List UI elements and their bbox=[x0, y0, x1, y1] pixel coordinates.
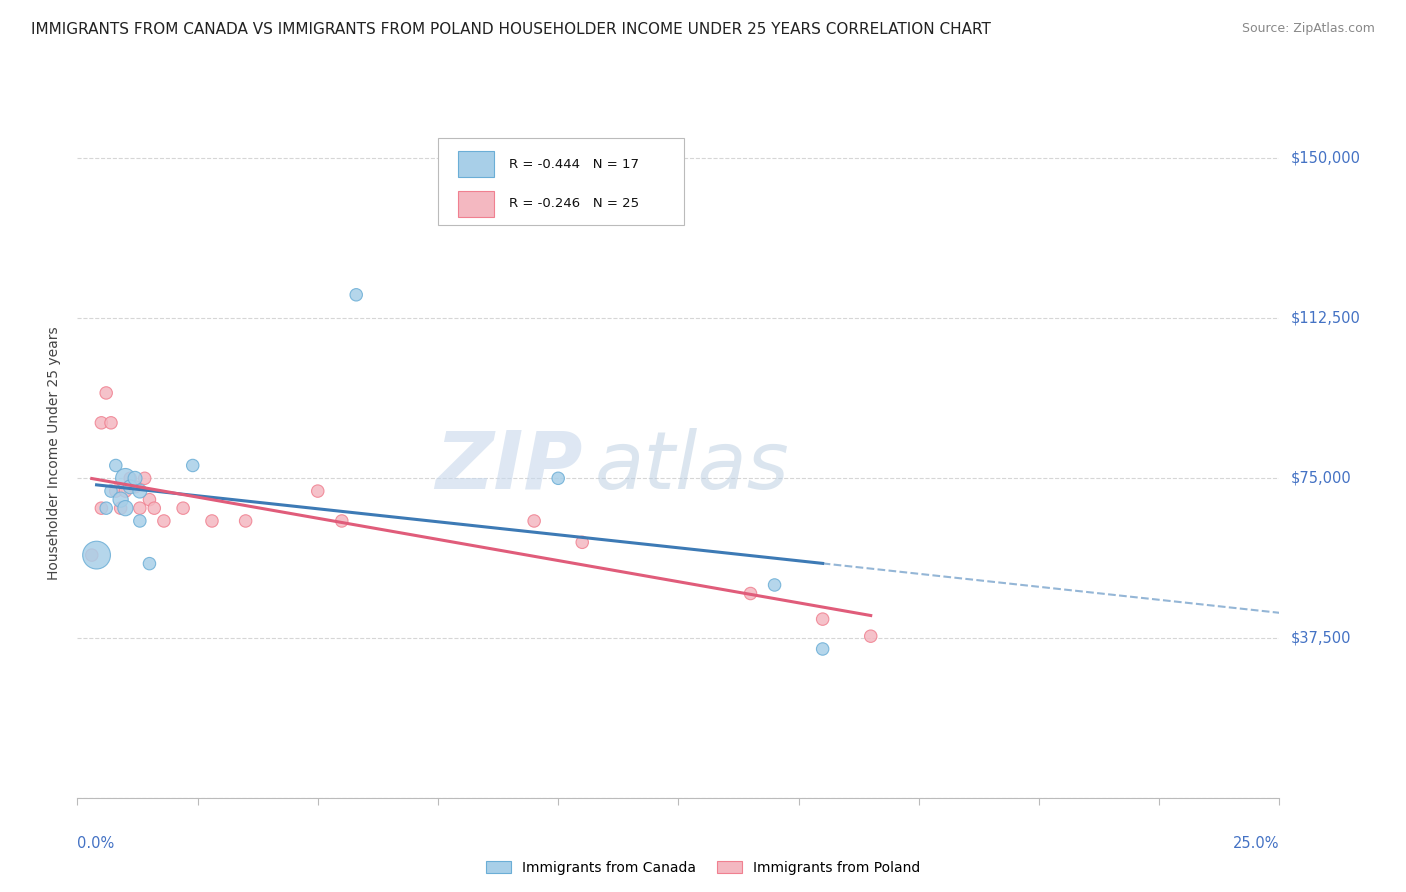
Point bbox=[344, 287, 367, 301]
Y-axis label: Householder Income Under 25 years: Householder Income Under 25 years bbox=[46, 326, 60, 580]
Point bbox=[181, 458, 204, 473]
Text: $112,500: $112,500 bbox=[1291, 310, 1361, 326]
Point bbox=[571, 535, 593, 549]
Point bbox=[114, 471, 136, 485]
Point bbox=[138, 492, 160, 507]
Point bbox=[104, 458, 127, 473]
Text: atlas: atlas bbox=[595, 427, 789, 506]
Point bbox=[138, 557, 160, 571]
Text: $75,000: $75,000 bbox=[1291, 471, 1351, 486]
Point bbox=[811, 612, 834, 626]
FancyBboxPatch shape bbox=[439, 138, 685, 225]
Point bbox=[153, 514, 176, 528]
Point bbox=[124, 471, 146, 485]
Point bbox=[96, 386, 118, 401]
Point bbox=[307, 484, 329, 499]
Point bbox=[114, 484, 136, 499]
Legend: Immigrants from Canada, Immigrants from Poland: Immigrants from Canada, Immigrants from … bbox=[481, 855, 925, 880]
Point bbox=[859, 629, 882, 643]
Point bbox=[100, 484, 122, 499]
Point bbox=[128, 501, 150, 516]
Text: IMMIGRANTS FROM CANADA VS IMMIGRANTS FROM POLAND HOUSEHOLDER INCOME UNDER 25 YEA: IMMIGRANTS FROM CANADA VS IMMIGRANTS FRO… bbox=[31, 22, 991, 37]
Point bbox=[120, 480, 142, 494]
Point bbox=[172, 501, 194, 516]
Text: Source: ZipAtlas.com: Source: ZipAtlas.com bbox=[1241, 22, 1375, 36]
Point bbox=[110, 501, 132, 516]
Point bbox=[134, 471, 156, 485]
Point bbox=[547, 471, 569, 485]
Point bbox=[143, 501, 166, 516]
Bar bbox=[458, 191, 495, 217]
Point bbox=[124, 480, 146, 494]
Point bbox=[114, 501, 136, 516]
Point bbox=[128, 484, 150, 499]
Point bbox=[330, 514, 353, 528]
Point bbox=[763, 578, 786, 592]
Text: 25.0%: 25.0% bbox=[1233, 837, 1279, 851]
Point bbox=[523, 514, 546, 528]
Point bbox=[90, 416, 112, 430]
Point bbox=[104, 484, 127, 499]
Point bbox=[201, 514, 224, 528]
Text: $37,500: $37,500 bbox=[1291, 631, 1351, 646]
Point bbox=[80, 548, 103, 562]
Point bbox=[128, 514, 150, 528]
Text: R = -0.246   N = 25: R = -0.246 N = 25 bbox=[509, 197, 638, 211]
Point bbox=[90, 501, 112, 516]
Text: R = -0.444   N = 17: R = -0.444 N = 17 bbox=[509, 158, 638, 170]
Point bbox=[811, 642, 834, 657]
Point bbox=[120, 471, 142, 485]
Point bbox=[235, 514, 257, 528]
Point bbox=[100, 416, 122, 430]
Bar bbox=[458, 151, 495, 178]
Point bbox=[86, 548, 108, 562]
Point bbox=[740, 586, 762, 600]
Text: 0.0%: 0.0% bbox=[77, 837, 114, 851]
Text: $150,000: $150,000 bbox=[1291, 151, 1361, 166]
Point bbox=[96, 501, 118, 516]
Point bbox=[110, 492, 132, 507]
Text: ZIP: ZIP bbox=[434, 427, 582, 506]
